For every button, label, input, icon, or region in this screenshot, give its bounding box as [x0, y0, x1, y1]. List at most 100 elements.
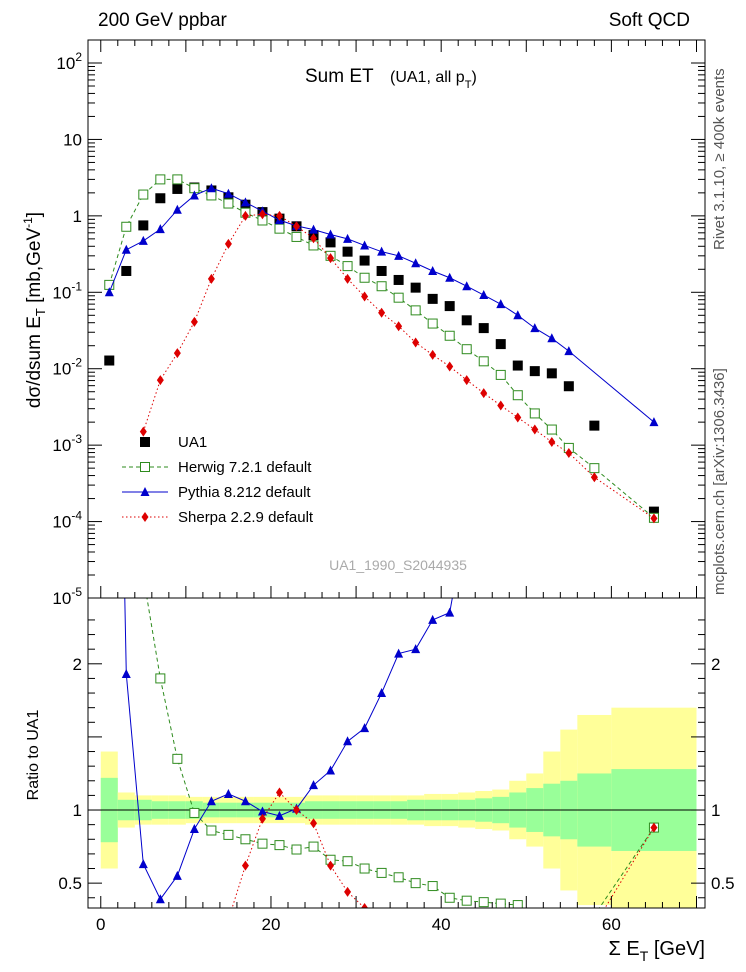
- main-point-diamond: [344, 273, 352, 284]
- main-point-open: [359, 272, 370, 283]
- ratio-ytick-label-right: 2: [711, 655, 720, 674]
- header-right: Soft QCD: [609, 10, 690, 31]
- plot-subtitle: (UA1, all pT): [390, 69, 477, 91]
- main-point-diamond: [293, 221, 301, 232]
- main-point-square: [495, 339, 506, 350]
- ratio-point-diamond: [275, 787, 283, 798]
- main-point-tri: [377, 246, 387, 256]
- main-point-open: [172, 174, 183, 185]
- ratio-point-open: [376, 867, 387, 878]
- ratio-point-open: [189, 807, 200, 818]
- main-point-square: [104, 355, 115, 366]
- main-point-tri: [240, 197, 250, 207]
- main-point-diamond: [190, 316, 198, 327]
- ratio-ylabel: Ratio to UA1: [25, 710, 42, 801]
- main-point-square: [342, 246, 353, 257]
- ratio-point-tri: [274, 810, 284, 820]
- ratio-point-tri: [155, 894, 165, 904]
- ratio-point-open: [223, 829, 234, 840]
- main-series-diamond: [139, 209, 658, 524]
- legend-marker-open: [140, 462, 150, 472]
- main-point-open: [223, 198, 234, 209]
- main-point-open: [427, 318, 438, 329]
- plot-title: Sum ET: [305, 66, 374, 87]
- ratio-xtick-label: 40: [432, 915, 451, 934]
- ratio-point-open: [257, 838, 268, 849]
- ratio-point-tri: [360, 723, 370, 733]
- main-point-tri: [411, 258, 421, 268]
- ratio-point-tri: [206, 796, 216, 806]
- ratio-point-diamond: [344, 886, 352, 897]
- plot-subtitle-sub: T: [465, 79, 472, 91]
- ratio-point-diamond: [650, 822, 658, 833]
- ratio-point-tri: [138, 859, 148, 869]
- main-point-tri: [155, 224, 165, 234]
- ratio-xtick-label: 0: [96, 915, 105, 934]
- ratio-point-open: [461, 895, 472, 906]
- main-point-square: [648, 506, 659, 517]
- main-point-diamond: [173, 348, 181, 359]
- ratio-point-open: [291, 844, 302, 855]
- main-point-diamond: [412, 337, 420, 348]
- main-point-square: [529, 366, 540, 377]
- ratio-point-diamond: [310, 818, 318, 829]
- ratio-line-tri: [124, 598, 453, 901]
- ratio-point-diamond: [327, 860, 335, 871]
- legend-entry-tri: Pythia 8.212 default: [122, 484, 311, 501]
- main-point-open: [461, 344, 472, 355]
- ratio-point-open: [444, 892, 455, 903]
- main-point-open: [529, 408, 540, 419]
- main-point-tri: [343, 233, 353, 243]
- main-point-open: [589, 463, 600, 474]
- main-point-square: [121, 265, 132, 276]
- main-point-square: [444, 301, 455, 312]
- main-ytick-label: 10: [63, 130, 82, 149]
- legend: UA1 Herwig 7.2.1 default Pythia 8.212 defa…: [122, 434, 314, 526]
- main-point-tri: [138, 235, 148, 245]
- ratio-xlabel: Σ ET [GeV]: [608, 938, 705, 964]
- ratio-point-open: [274, 840, 285, 851]
- main-point-square: [376, 265, 387, 276]
- main-point-tri: [547, 333, 557, 343]
- watermark: UA1_1990_S2044935: [329, 557, 467, 573]
- main-point-diamond: [514, 412, 522, 423]
- ratio-point-open: [155, 673, 166, 684]
- ratio-point-open: [240, 834, 251, 845]
- main-point-diamond: [224, 238, 232, 249]
- side-label-bottom: mcplots.cern.ch [arXiv:1306.3436]: [711, 368, 728, 595]
- main-point-tri: [206, 183, 216, 193]
- main-point-tri: [513, 310, 523, 320]
- main-point-square: [393, 274, 404, 285]
- ratio-point-tri: [240, 796, 250, 806]
- ratio-point-tri: [377, 688, 387, 698]
- ratio-point-open: [478, 897, 489, 908]
- legend-entry-square: UA1: [140, 434, 207, 451]
- main-point-diamond: [480, 388, 488, 399]
- main-ytick-label: 10-3: [52, 432, 82, 455]
- ratio-point-open: [342, 856, 353, 867]
- main-point-tri: [189, 190, 199, 200]
- main-point-tri: [172, 204, 182, 214]
- ratio-frame: [87, 597, 706, 909]
- main-point-tri: [309, 224, 319, 234]
- main-point-square: [138, 220, 149, 231]
- ratio-point-tri: [394, 648, 404, 658]
- ratio-point-tri: [343, 736, 353, 746]
- side-label-top: Rivet 3.1.10, ≥ 400k events: [711, 68, 728, 250]
- legend-label-diamond: Sherpa 2.2.9 default: [178, 509, 314, 526]
- main-point-diamond: [590, 472, 598, 483]
- ratio-point-open: [393, 872, 404, 883]
- main-point-tri: [445, 272, 455, 282]
- main-point-square: [359, 255, 370, 266]
- ratio-ytick-label-right: 1: [711, 801, 720, 820]
- main-point-open: [444, 330, 455, 341]
- main-point-square: [410, 282, 421, 293]
- ratio-point-open: [308, 841, 319, 852]
- main-point-open: [121, 221, 132, 232]
- main-point-tri: [496, 299, 506, 309]
- main-point-open: [155, 174, 166, 185]
- main-point-open: [206, 190, 217, 201]
- ratio-point-tri: [189, 824, 199, 834]
- ratio-ytick-label-right: 0.5: [711, 874, 735, 893]
